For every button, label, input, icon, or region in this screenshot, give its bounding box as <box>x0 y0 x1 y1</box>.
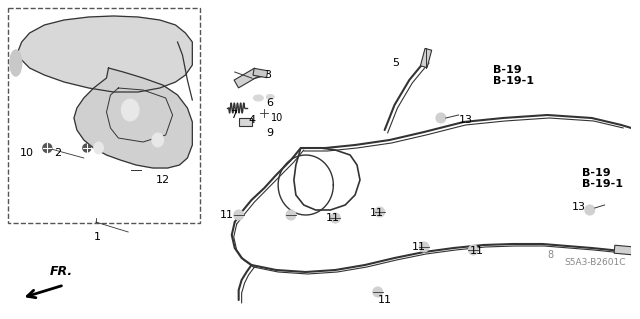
Ellipse shape <box>122 99 139 121</box>
Text: 11: 11 <box>378 295 392 305</box>
Text: FR.: FR. <box>49 265 72 278</box>
Ellipse shape <box>253 95 263 101</box>
Polygon shape <box>420 48 432 68</box>
Text: 6: 6 <box>266 98 273 108</box>
Ellipse shape <box>419 242 429 252</box>
Bar <box>239 118 253 126</box>
Polygon shape <box>614 245 632 255</box>
Ellipse shape <box>266 94 274 100</box>
Polygon shape <box>74 68 192 168</box>
Text: 7: 7 <box>230 110 237 120</box>
Ellipse shape <box>152 133 164 147</box>
Text: 9: 9 <box>266 128 273 138</box>
Ellipse shape <box>43 144 52 152</box>
Ellipse shape <box>585 205 595 215</box>
Text: 10: 10 <box>20 148 34 158</box>
Ellipse shape <box>93 142 104 154</box>
Ellipse shape <box>468 245 478 255</box>
Text: B-19-1: B-19-1 <box>493 76 534 86</box>
Ellipse shape <box>330 213 340 223</box>
Ellipse shape <box>234 210 244 220</box>
Text: 10: 10 <box>271 113 284 123</box>
Ellipse shape <box>373 287 383 297</box>
Text: 4: 4 <box>248 115 255 125</box>
Ellipse shape <box>375 207 385 217</box>
Text: S5A3-B2601C: S5A3-B2601C <box>564 258 626 267</box>
Polygon shape <box>253 68 268 78</box>
Polygon shape <box>15 16 192 92</box>
Text: 11: 11 <box>370 208 384 218</box>
Polygon shape <box>234 68 259 88</box>
Bar <box>8 8 200 223</box>
Ellipse shape <box>10 50 22 76</box>
Text: 11: 11 <box>220 210 234 220</box>
Text: 5: 5 <box>392 58 399 68</box>
Text: 11: 11 <box>470 246 483 256</box>
Text: 1: 1 <box>93 232 100 242</box>
Text: B-19: B-19 <box>493 65 522 75</box>
Text: B-19-1: B-19-1 <box>582 179 623 189</box>
Text: 13: 13 <box>572 202 586 212</box>
Text: 11: 11 <box>326 213 339 223</box>
Text: 8: 8 <box>547 250 554 260</box>
Text: 12: 12 <box>156 175 170 185</box>
Ellipse shape <box>83 144 91 152</box>
Text: 13: 13 <box>459 115 472 125</box>
Text: 11: 11 <box>412 242 426 252</box>
Text: 3: 3 <box>264 70 271 80</box>
Text: B-19: B-19 <box>582 168 611 178</box>
Text: 2: 2 <box>54 148 61 158</box>
Ellipse shape <box>436 113 446 123</box>
Ellipse shape <box>286 210 296 220</box>
